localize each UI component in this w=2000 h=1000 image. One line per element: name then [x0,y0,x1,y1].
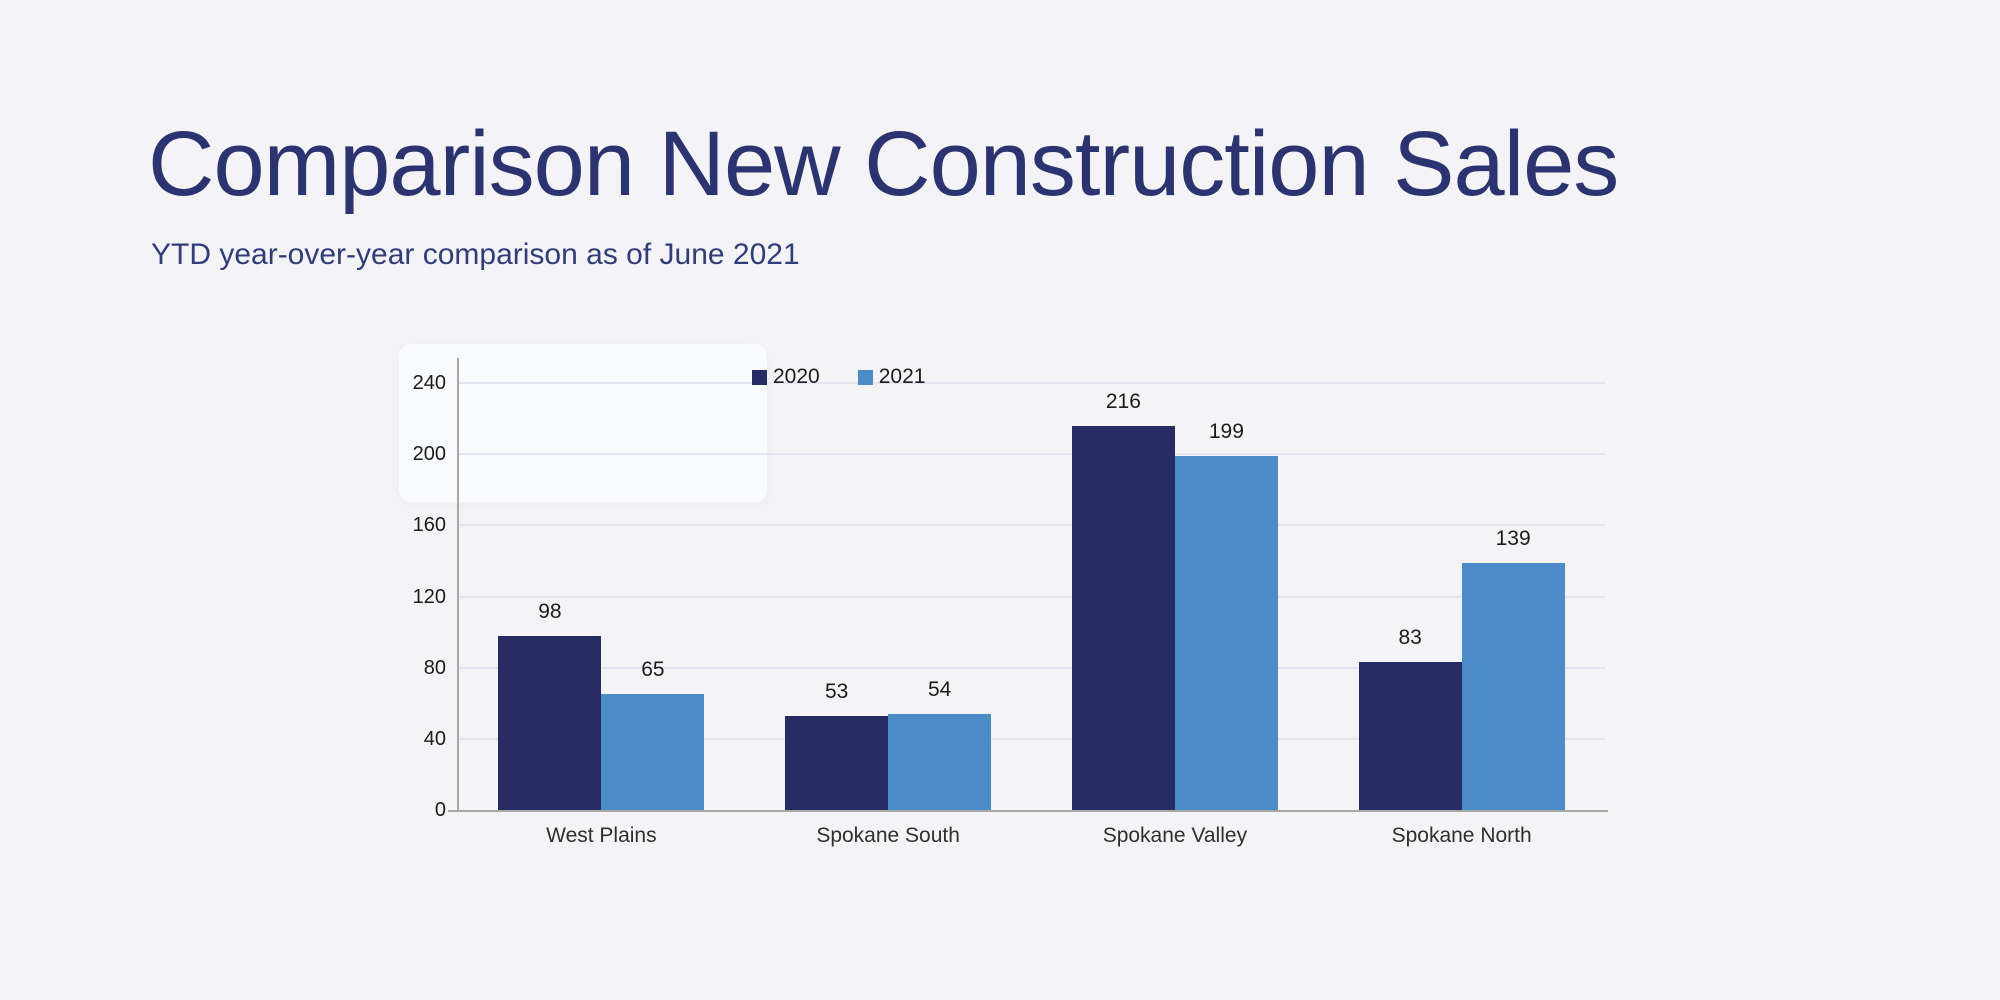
legend-label-2020: 2020 [773,365,820,388]
y-tick-label-40: 40 [423,727,446,750]
legend-label-2021: 2021 [878,365,926,388]
gridline-120 [458,595,1605,598]
y-tick-label-240: 240 [412,372,446,394]
value-label-2021-spokane-south: 54 [927,677,952,701]
gridline-200 [458,453,1605,456]
bar-2021-spokane-valley [1174,455,1278,810]
bar-2021-spokane-south [888,713,992,810]
legend-swatch-2020 [752,369,767,385]
value-label-2021-spokane-valley: 199 [1208,419,1244,443]
bar-2021-west-plains [601,694,705,810]
value-label-2020-west-plains: 98 [538,599,562,623]
value-label-2020-spokane-valley: 216 [1105,389,1141,413]
chart-legend: 2020 2021 [752,364,925,390]
gridline-80 [458,666,1605,669]
value-label-2020-spokane-north: 83 [1398,626,1422,650]
value-label-2021-spokane-north: 139 [1495,526,1531,550]
gridline-40 [458,737,1605,740]
x-axis-label-spokane-north: Spokane North [1391,824,1532,847]
value-label-2020-spokane-south: 53 [824,679,849,703]
y-axis-line [457,358,459,810]
y-tick-label-200: 200 [412,443,446,466]
y-tick-label-160: 160 [412,514,446,537]
legend-item-2021: 2021 [857,364,926,390]
bar-2020-spokane-valley [1071,425,1175,810]
x-axis-label-spokane-valley: Spokane Valley [1102,824,1248,847]
decorative-panel [399,344,767,502]
x-axis-label-spokane-south: Spokane South [816,824,960,847]
x-axis-label-west-plains: West Plains [546,824,657,847]
bar-2020-spokane-north [1358,662,1462,810]
legend-item-2020: 2020 [752,364,820,390]
y-tick-label-0: 0 [434,799,446,821]
y-tick-label-120: 120 [412,585,446,608]
y-tick-label-80: 80 [423,656,446,679]
x-axis-line [448,810,1608,812]
slide-subtitle: YTD year-over-year comparison as of June… [151,238,800,271]
bar-2020-west-plains [498,635,602,810]
value-label-2021-west-plains: 65 [641,658,665,682]
gridline-160 [458,524,1605,527]
gridline-240 [458,382,1605,384]
slide-title: Comparison New Construction Sales [148,113,1619,215]
legend-swatch-2021 [857,369,873,385]
bar-2020-spokane-south [785,715,889,810]
bar-2021-spokane-north [1461,562,1565,810]
